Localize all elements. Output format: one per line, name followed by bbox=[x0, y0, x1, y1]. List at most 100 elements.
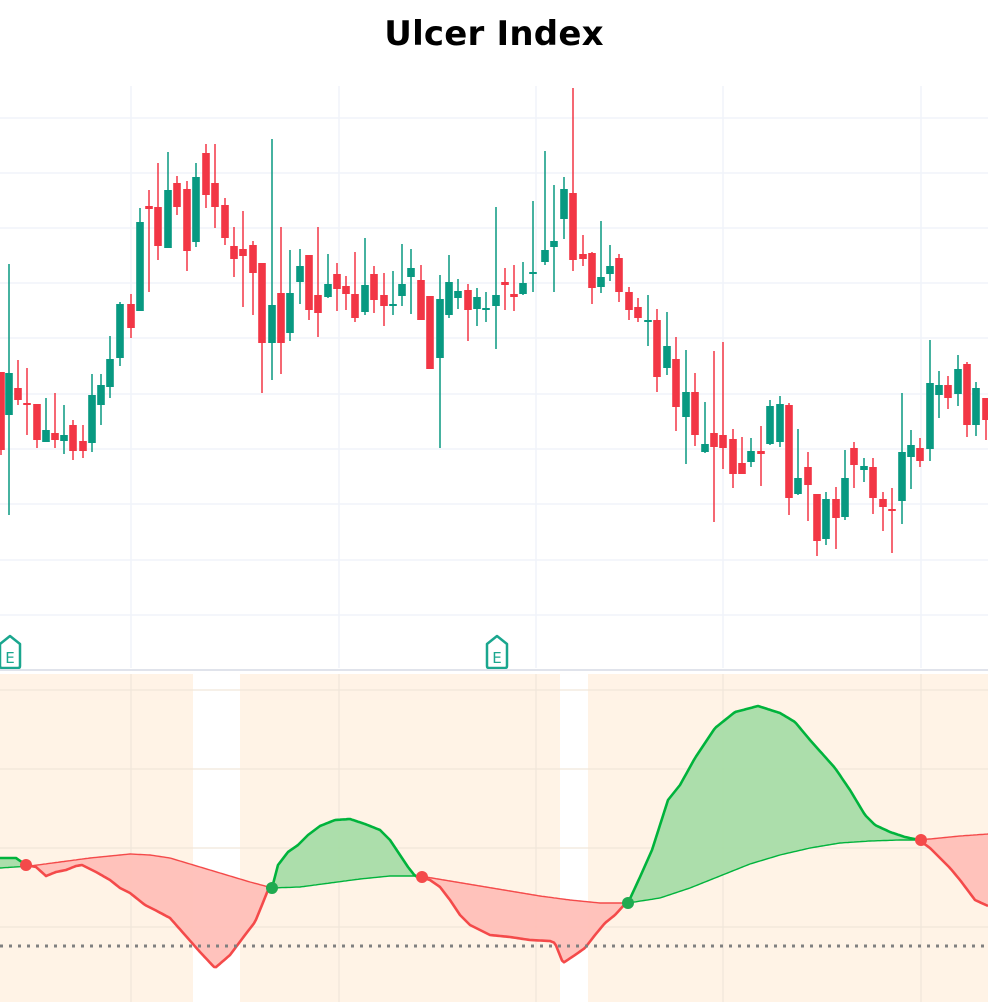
candle bbox=[239, 211, 247, 307]
candle bbox=[286, 250, 294, 341]
candle bbox=[813, 494, 821, 556]
earnings-marker-icon[interactable]: E bbox=[0, 634, 22, 670]
candle bbox=[944, 376, 952, 409]
candle bbox=[79, 425, 87, 458]
candle bbox=[116, 302, 124, 366]
candle bbox=[389, 271, 397, 315]
fast-line bbox=[920, 840, 988, 908]
svg-text:E: E bbox=[492, 649, 501, 667]
candle bbox=[747, 438, 755, 467]
candle bbox=[794, 429, 802, 495]
candle bbox=[672, 337, 680, 431]
price-grid bbox=[0, 86, 988, 668]
candle bbox=[361, 238, 369, 315]
candle bbox=[324, 254, 332, 298]
candle bbox=[869, 458, 877, 514]
candle bbox=[23, 368, 31, 435]
bull-crossover-dot bbox=[622, 897, 634, 909]
fast-line bbox=[270, 817, 423, 889]
candle bbox=[579, 235, 587, 266]
slow-line bbox=[25, 853, 273, 889]
candle bbox=[606, 245, 614, 281]
candle bbox=[634, 298, 642, 322]
fast-line bbox=[421, 876, 629, 964]
candle bbox=[832, 487, 840, 549]
bear-crossover-dot bbox=[416, 871, 428, 883]
candle bbox=[776, 396, 784, 447]
candle bbox=[136, 208, 144, 311]
candle bbox=[935, 371, 943, 418]
indicator-fill bbox=[0, 706, 988, 968]
candle bbox=[417, 265, 425, 320]
candle bbox=[841, 450, 849, 520]
candle bbox=[492, 207, 500, 349]
candle bbox=[5, 264, 13, 515]
candle bbox=[436, 275, 444, 448]
candle bbox=[445, 255, 453, 318]
candle bbox=[850, 442, 858, 488]
bear-crossover-dot bbox=[915, 834, 927, 846]
candle bbox=[907, 430, 915, 489]
candle bbox=[663, 312, 671, 375]
candle bbox=[860, 458, 868, 482]
candle bbox=[501, 268, 509, 310]
candle bbox=[804, 452, 812, 521]
candle bbox=[691, 373, 699, 446]
candle bbox=[879, 492, 887, 531]
candle bbox=[277, 227, 285, 374]
candle bbox=[97, 374, 105, 425]
candle bbox=[615, 254, 623, 302]
candle bbox=[541, 151, 549, 265]
candle bbox=[211, 144, 219, 228]
fast-line bbox=[626, 704, 922, 904]
candle bbox=[898, 393, 906, 524]
candle bbox=[464, 284, 472, 341]
candle bbox=[14, 360, 22, 405]
slow-line bbox=[627, 839, 922, 904]
bear-fill-area bbox=[26, 854, 272, 968]
bull-fill-area bbox=[628, 706, 921, 903]
candle bbox=[0, 372, 5, 455]
candle bbox=[682, 350, 690, 464]
candle bbox=[268, 139, 276, 380]
candle bbox=[333, 263, 341, 311]
candle bbox=[88, 374, 96, 452]
bull-crossover-dot bbox=[266, 882, 278, 894]
bear-crossover-dot bbox=[20, 859, 32, 871]
candle bbox=[127, 294, 135, 338]
candle bbox=[701, 402, 709, 453]
candlestick-series bbox=[0, 88, 988, 556]
chart-title: Ulcer Index bbox=[384, 14, 604, 54]
candle bbox=[192, 163, 200, 247]
candle bbox=[370, 266, 378, 313]
candle bbox=[653, 309, 661, 392]
indicator-pane[interactable] bbox=[0, 674, 988, 1002]
candle bbox=[597, 221, 605, 293]
candle bbox=[342, 276, 350, 310]
candle bbox=[519, 262, 527, 295]
candle bbox=[954, 355, 962, 406]
candle bbox=[757, 426, 765, 486]
candle bbox=[42, 398, 50, 442]
candle bbox=[230, 227, 238, 277]
candle bbox=[588, 252, 596, 304]
candle bbox=[183, 181, 191, 271]
candle bbox=[644, 295, 652, 346]
candle bbox=[426, 296, 434, 369]
candle bbox=[710, 351, 718, 522]
earnings-marker-icon[interactable]: E bbox=[485, 634, 509, 670]
candle bbox=[249, 241, 257, 315]
candle bbox=[380, 273, 388, 326]
candle bbox=[963, 362, 971, 437]
candle bbox=[550, 185, 558, 292]
candle bbox=[972, 382, 980, 436]
candle bbox=[766, 400, 774, 445]
bear-fill-area bbox=[921, 834, 988, 906]
svg-text:E: E bbox=[5, 649, 14, 667]
candle bbox=[60, 405, 68, 454]
candle bbox=[221, 198, 229, 245]
candle bbox=[69, 420, 77, 460]
